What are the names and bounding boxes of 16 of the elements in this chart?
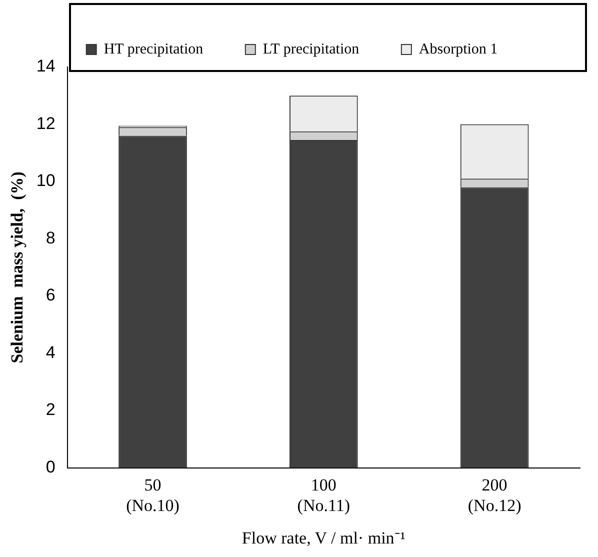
- x-tick-label: 50 (No.10): [126, 475, 180, 515]
- x-tick-label: 200 (No.12): [468, 475, 522, 515]
- y-tick-label: 10: [36, 171, 56, 190]
- x-axis-title: Flow rate, V / ml· min⁻¹: [242, 528, 406, 548]
- legend-label: LT precipitation: [262, 41, 360, 58]
- y-tick-label: 12: [36, 114, 56, 133]
- y-tick-label: 2: [46, 400, 56, 420]
- y-tick-label: 8: [46, 228, 56, 248]
- y-tick-label: 0: [46, 457, 56, 476]
- y-tick-label: 4: [46, 342, 56, 362]
- y-tick-label: 14: [36, 56, 56, 76]
- y-tick-label: 6: [46, 286, 56, 305]
- legend-label: HT precipitation: [104, 41, 204, 58]
- x-tick-label: 100 (No.11): [297, 475, 350, 515]
- legend-label: Absorption 1: [418, 41, 498, 58]
- y-axis-title: Selenium mass yield, (%): [8, 172, 27, 364]
